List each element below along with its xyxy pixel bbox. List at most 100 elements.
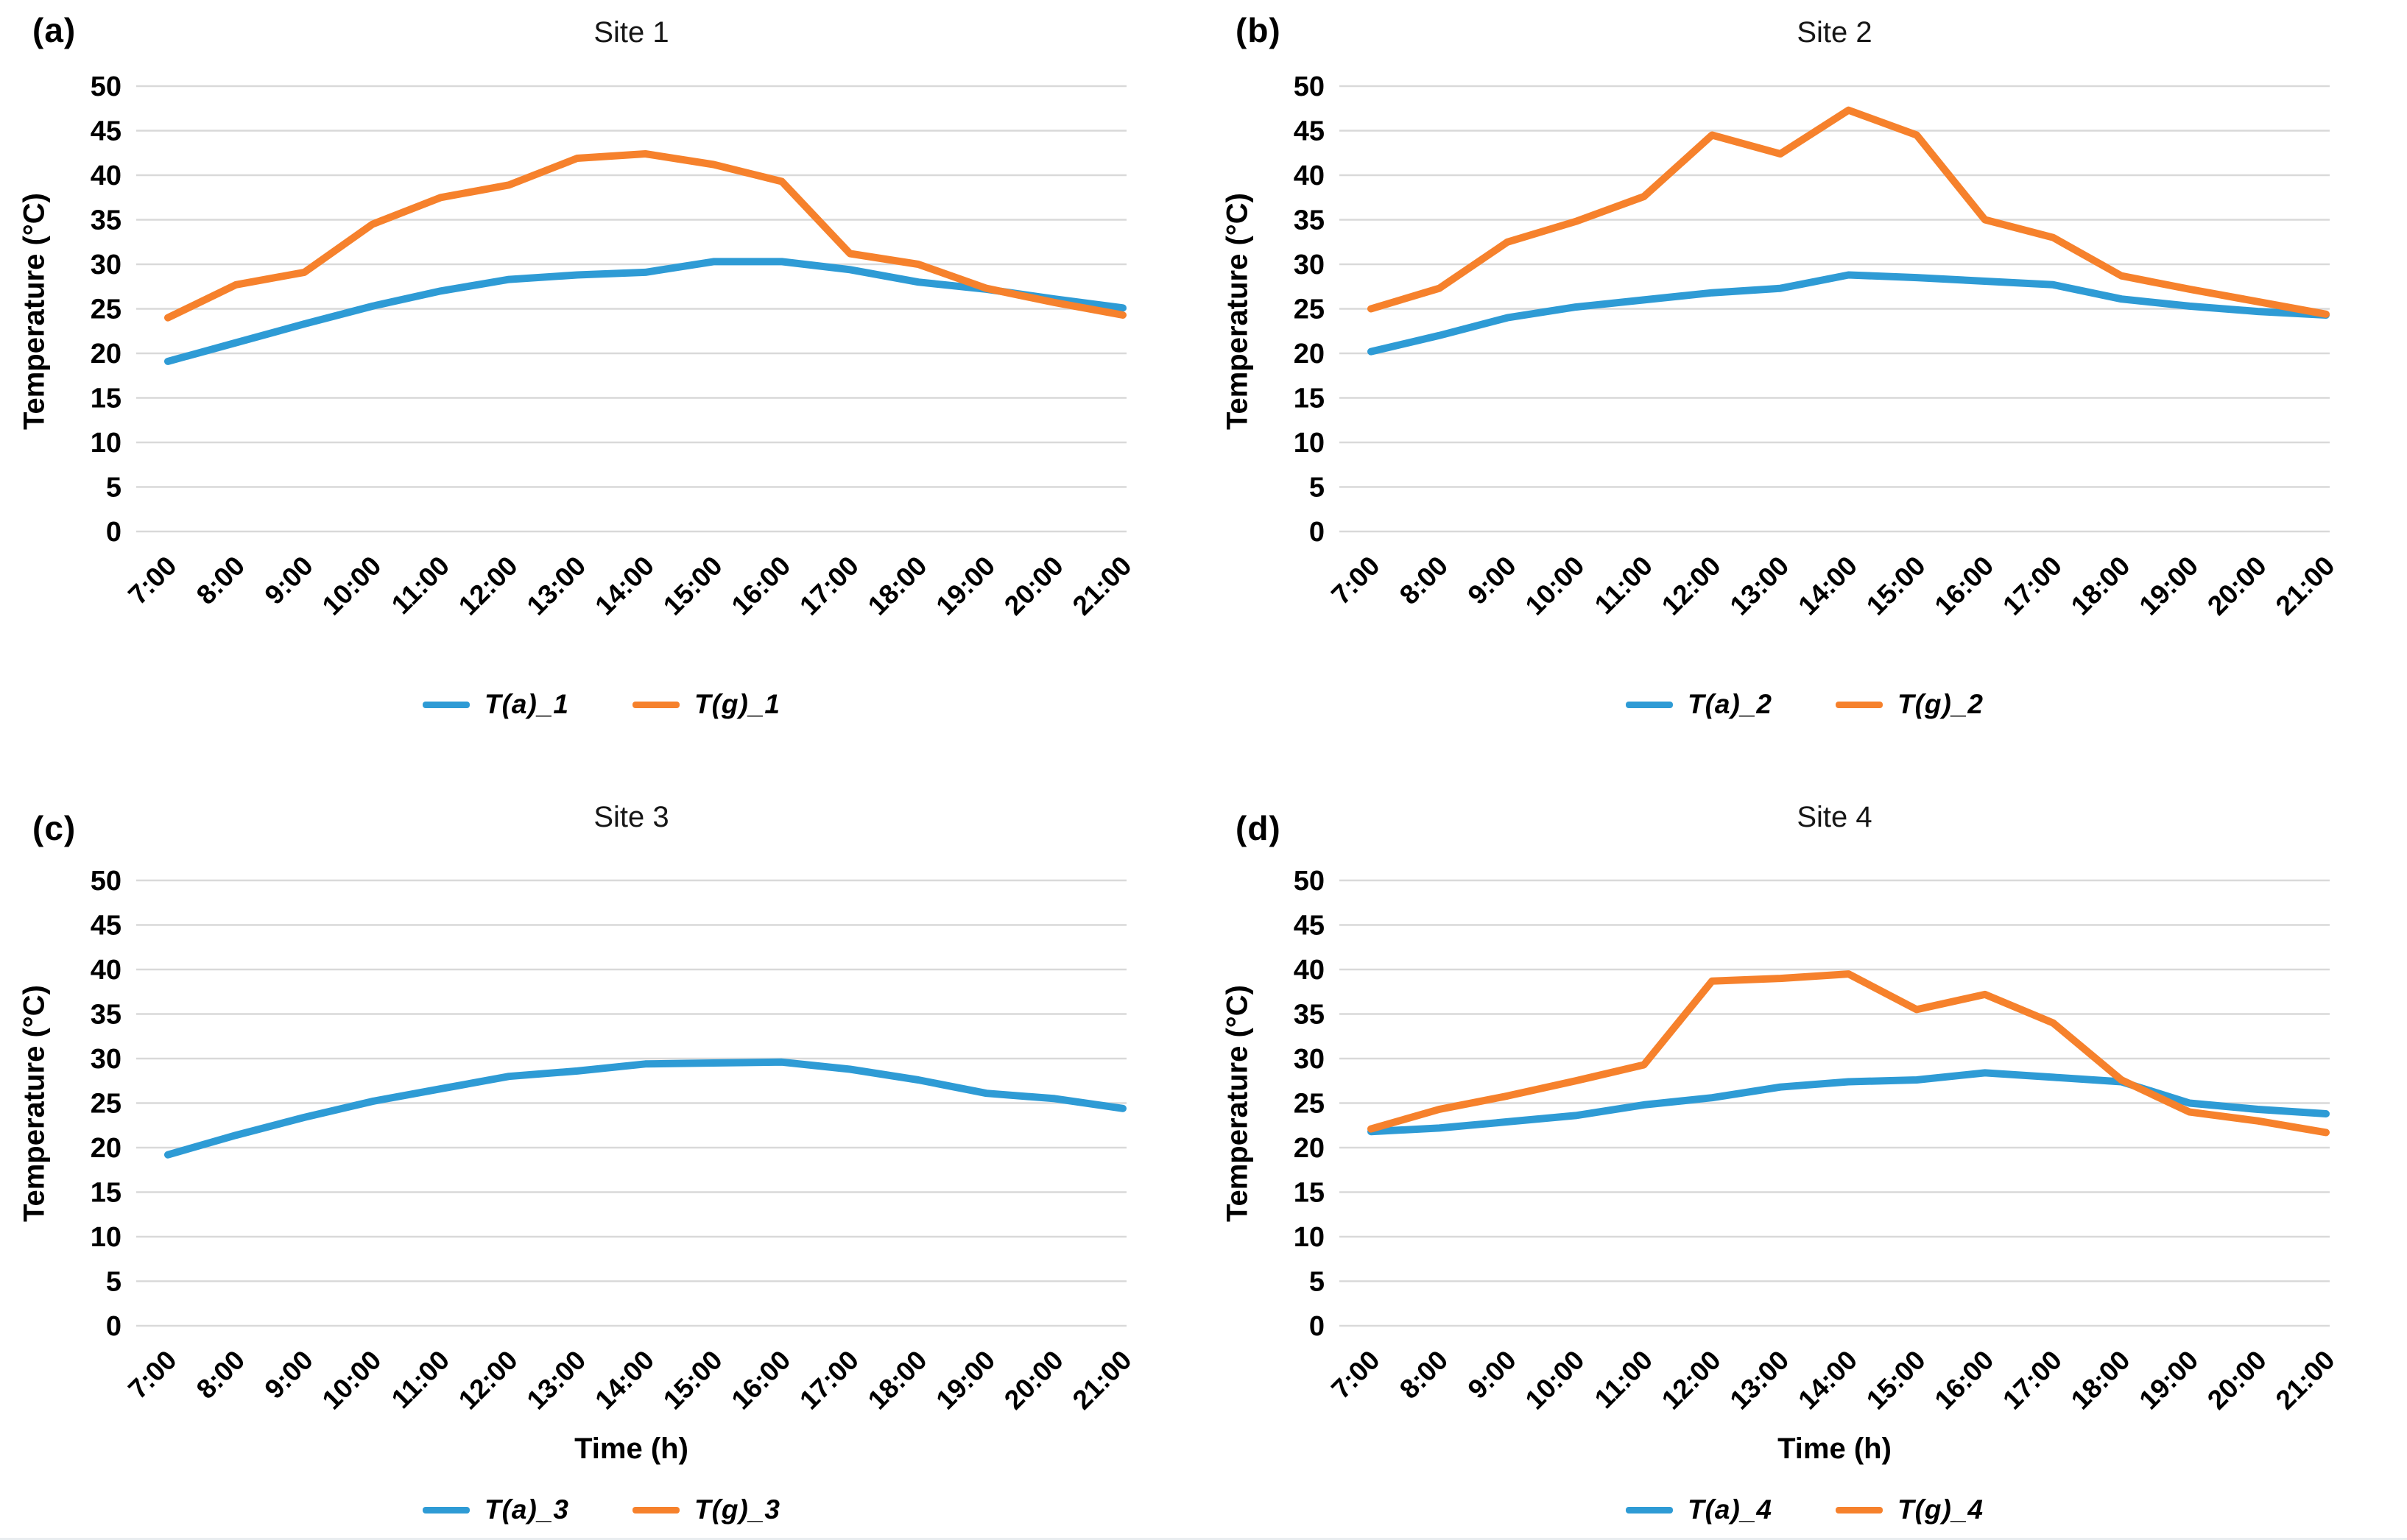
y-tick-label: 15: [1294, 384, 1325, 414]
legend-label: T(a)_1: [484, 689, 569, 719]
y-tick-label: 0: [106, 517, 121, 548]
x-tick-label: 16:00: [1929, 551, 2000, 621]
legend-label: T(a)_4: [1688, 1494, 1772, 1525]
chart-legend: T(a)_3 T(g)_3: [0, 1494, 1203, 1525]
y-tick-label: 30: [91, 1044, 121, 1075]
x-tick-label: 9:00: [1462, 1345, 1522, 1405]
x-tick-label: 10:00: [1520, 1345, 1590, 1416]
y-tick-label: 50: [91, 866, 121, 897]
x-tick-label: 19:00: [930, 1345, 1001, 1416]
x-tick-label: 9:00: [259, 551, 319, 610]
y-tick-label: 0: [106, 1311, 121, 1342]
x-tick-label: 20:00: [2202, 551, 2272, 621]
x-tick-label: 8:00: [191, 551, 250, 610]
x-tick-label: 17:00: [1997, 551, 2068, 621]
x-tick-label: 14:00: [1792, 551, 1863, 621]
x-tick-label: 15:00: [1861, 551, 1931, 621]
y-tick-label: 15: [91, 384, 121, 414]
legend-label: T(a)_2: [1688, 689, 1772, 719]
x-tick-label: 18:00: [862, 1345, 933, 1416]
y-tick-label: 30: [1294, 1044, 1325, 1075]
x-tick-label: 14:00: [589, 1345, 660, 1416]
y-tick-label: 20: [91, 1133, 121, 1164]
x-tick-label: 21:00: [1067, 551, 1138, 621]
x-tick-label: 21:00: [1067, 1345, 1138, 1416]
x-tick-label: 19:00: [2133, 1345, 2204, 1416]
chart-title: Site 1: [593, 16, 669, 49]
chart-legend: T(a)_1 T(g)_1: [0, 689, 1203, 720]
y-tick-label: 35: [91, 1000, 121, 1031]
series-line-T(g)_2: [1367, 106, 2330, 318]
x-tick-label: 16:00: [1929, 1345, 2000, 1416]
legend-label: T(g)_3: [694, 1494, 780, 1525]
y-tick-label: 10: [91, 428, 121, 459]
x-tick-label: 8:00: [1394, 1345, 1453, 1405]
y-tick-label: 45: [91, 911, 121, 942]
y-tick-label: 0: [1309, 517, 1325, 548]
x-tick-label: 17:00: [794, 1345, 864, 1416]
panel-letter-label: (c): [32, 809, 77, 847]
x-tick-label: 21:00: [2270, 551, 2341, 621]
y-tick-label: 10: [1294, 1222, 1325, 1253]
series-line-T(a)_4: [1367, 1069, 2330, 1136]
y-tick-label: 5: [1309, 473, 1325, 504]
x-tick-label: 17:00: [1997, 1345, 2068, 1416]
x-tick-label: 10:00: [317, 551, 387, 621]
legend-item: T(a)_4: [1626, 1494, 1772, 1525]
x-tick-label: 9:00: [259, 1345, 319, 1405]
y-tick-label: 40: [1294, 160, 1325, 191]
series-line-T(a)_3: [164, 1058, 1127, 1159]
legend-line-swatch: [632, 1506, 680, 1513]
x-tick-label: 16:00: [726, 1345, 797, 1416]
chart-title: Site 4: [1797, 801, 1872, 833]
series-line-T(a)_2: [1367, 271, 2330, 356]
y-tick-label: 20: [1294, 339, 1325, 370]
panel-letter-label: (b): [1236, 11, 1281, 49]
chart-legend: T(a)_4 T(g)_4: [1203, 1494, 2406, 1525]
x-tick-label: 12:00: [1656, 1345, 1727, 1416]
y-tick-label: 15: [1294, 1178, 1325, 1209]
x-tick-label: 13:00: [521, 551, 592, 621]
x-tick-label: 17:00: [794, 551, 864, 621]
y-tick-label: 25: [91, 1089, 121, 1120]
legend-line-swatch: [1626, 701, 1673, 708]
x-tick-label: 15:00: [658, 1345, 728, 1416]
y-tick-label: 35: [1294, 1000, 1325, 1031]
x-tick-label: 18:00: [862, 551, 933, 621]
x-tick-label: 10:00: [1520, 551, 1590, 621]
x-tick-label: 11:00: [1589, 1345, 1658, 1414]
y-tick-label: 40: [91, 955, 121, 986]
x-tick-label: 14:00: [1792, 1345, 1863, 1416]
y-tick-label: 40: [1294, 955, 1325, 986]
y-tick-label: 40: [91, 160, 121, 191]
series-line-T(a)_1: [164, 258, 1127, 365]
legend-label: T(a)_3: [484, 1494, 569, 1525]
chart-legend: T(a)_2 T(g)_2: [1203, 689, 2406, 720]
y-tick-label: 20: [1294, 1133, 1325, 1164]
y-tick-label: 50: [1294, 71, 1325, 102]
legend-item: T(g)_4: [1835, 1494, 1984, 1525]
x-tick-label: 10:00: [317, 1345, 387, 1416]
legend-item: T(g)_3: [632, 1494, 780, 1525]
line-chart-plot: 0 5 10 15 20 25 30 35 40 45 50 7:00 8:00 9:0010:0011:…: [1294, 866, 2341, 1416]
legend-label: T(g)_4: [1897, 1494, 1984, 1525]
chart-panel-c: (c) Site 3 Temperature (°C) 0 5 10 15 20 25 30…: [0, 770, 1203, 1540]
chart-panel-b: (b) Site 2 Temperature (°C) 0 5 10 15 20 25 30…: [1203, 0, 2406, 770]
legend-item: T(a)_3: [423, 1494, 569, 1525]
x-tick-label: 21:00: [2270, 1345, 2341, 1416]
chart-panel-a: (a) Site 1 Temperature (°C) 0 5 10 15 20 25 30…: [0, 0, 1203, 770]
x-tick-label: 20:00: [998, 551, 1069, 621]
legend-line-swatch: [632, 701, 680, 708]
x-tick-label: 18:00: [2065, 551, 2136, 621]
chart-title: Site 2: [1797, 16, 1872, 49]
line-chart-plot: 0 5 10 15 20 25 30 35 40 45 50 7:00 8:00 9:0010:0011:…: [91, 71, 1138, 621]
legend-label: T(g)_1: [694, 689, 780, 719]
y-tick-label: 35: [1294, 205, 1325, 236]
x-tick-label: 15:00: [1861, 1345, 1931, 1416]
line-chart-plot: 0 5 10 15 20 25 30 35 40 45 50 7:00 8:00 9:0010:0011:…: [1294, 71, 2341, 621]
x-tick-label: 11:00: [386, 1345, 455, 1414]
series-line-T(g)_4: [1367, 970, 2330, 1137]
y-tick-label: 10: [1294, 428, 1325, 459]
y-tick-label: 25: [1294, 1089, 1325, 1120]
